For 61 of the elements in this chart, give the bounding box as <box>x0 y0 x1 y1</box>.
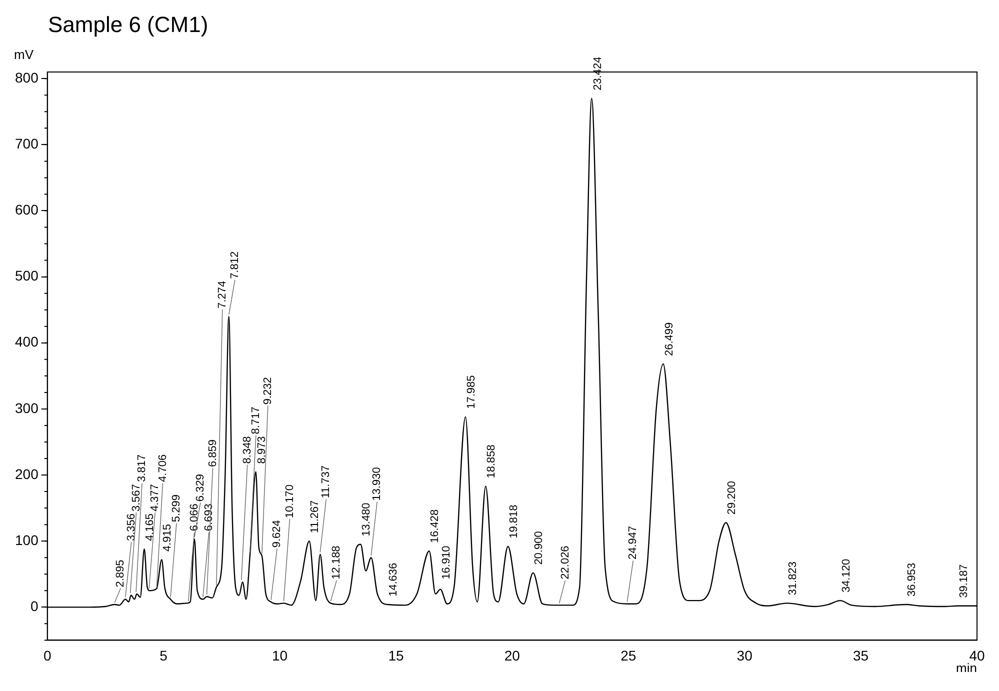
y-tick-label: 100 <box>15 532 39 548</box>
y-tick-label: 800 <box>15 69 39 86</box>
annotation: 9.232 <box>262 377 274 405</box>
annotation: 7.274 <box>216 280 228 308</box>
annotation: 11.267 <box>309 500 322 534</box>
annotation: 2.895 <box>114 560 127 588</box>
annotation: 26.499 <box>663 322 676 356</box>
x-tick-label: 25 <box>620 647 636 664</box>
annotation: 5.299 <box>170 494 183 522</box>
annotation: 6.066 <box>188 504 200 532</box>
annotation: 4.165 <box>144 513 156 542</box>
y-tick-label: 300 <box>15 400 39 416</box>
annotation: 4.915 <box>162 524 174 552</box>
annotation: 3.356 <box>125 513 138 542</box>
annotation: 19.818 <box>508 504 520 538</box>
annotation: 9.624 <box>271 520 284 548</box>
annotation: 13.480 <box>360 502 373 536</box>
annotation: 20.900 <box>533 531 546 565</box>
annotation: 34.120 <box>840 558 852 593</box>
annotation: 10.170 <box>284 484 296 518</box>
y-tick-label: 0 <box>30 598 39 614</box>
annotation: 7.812 <box>228 251 241 279</box>
annotation: 14.636 <box>388 562 400 597</box>
annotation: 18.858 <box>486 444 498 478</box>
x-tick-label: 0 <box>43 647 52 664</box>
annotation: 12.188 <box>330 546 343 580</box>
annotation: 39.187 <box>958 564 970 598</box>
annotation: 11.737 <box>320 465 332 498</box>
annotation: 3.817 <box>136 454 148 482</box>
annotation: 36.953 <box>906 562 918 597</box>
y-tick-label: 500 <box>15 268 39 284</box>
x-tick-label: 15 <box>388 647 404 664</box>
annotation: 4.706 <box>156 454 169 482</box>
annotation: 29.200 <box>726 480 738 515</box>
annotation: 13.930 <box>371 467 384 501</box>
annotation: 4.377 <box>149 484 162 512</box>
y-tick-label: 600 <box>15 202 39 218</box>
annotation: 8.717 <box>250 406 262 434</box>
annotation: 8.348 <box>241 436 254 464</box>
y-tick-label: 400 <box>15 334 39 350</box>
y-axis-title: mV <box>14 47 34 62</box>
annotation: 6.859 <box>206 439 219 468</box>
annotation: 31.823 <box>786 562 799 596</box>
annotation: 16.910 <box>440 546 452 580</box>
annotation: 23.424 <box>592 56 604 90</box>
x-tick-label: 35 <box>853 647 869 664</box>
chart-title: Sample 6 (CM1) <box>47 11 210 39</box>
annotation: 6.693 <box>202 504 215 532</box>
annotation: 24.947 <box>627 526 640 560</box>
annotation: 16.428 <box>429 509 442 544</box>
x-tick-label: 5 <box>160 647 168 664</box>
annotation: 3.567 <box>130 484 142 512</box>
annotation: 6.329 <box>194 474 206 502</box>
annotation: 17.985 <box>465 375 478 409</box>
x-tick-label: 30 <box>736 647 753 664</box>
annotation: 8.973 <box>256 436 268 464</box>
y-tick-label: 700 <box>15 136 39 152</box>
y-tick-label: 200 <box>15 466 39 482</box>
x-tick-label: 10 <box>272 647 288 664</box>
x-tick-label: 20 <box>504 647 520 664</box>
annotation: 22.026 <box>559 546 572 580</box>
